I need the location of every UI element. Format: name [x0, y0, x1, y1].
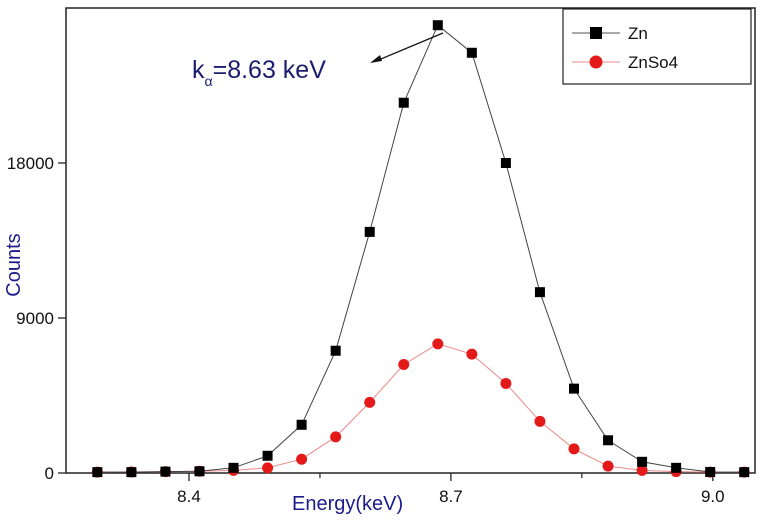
zn-data-point	[603, 435, 614, 446]
znso4-data-point	[262, 462, 274, 474]
y-tick-label: 18000	[7, 154, 54, 173]
zn-data-point	[160, 466, 171, 477]
znso4-data-point	[364, 396, 376, 408]
series-line-zn	[97, 24, 745, 473]
zn-data-point	[228, 462, 239, 473]
znso4-data-point	[500, 377, 512, 389]
zn-data-point	[126, 467, 137, 478]
legend-label-zn: Zn	[628, 24, 648, 43]
arrowhead-icon	[370, 55, 382, 63]
zn-data-point	[568, 383, 579, 394]
zn-data-point	[296, 419, 307, 430]
zn-data-point	[330, 345, 341, 356]
plot-frame	[65, 7, 756, 474]
znso4-data-point	[602, 460, 614, 472]
zn-data-point	[739, 467, 750, 478]
annotation-subscript: α	[205, 73, 213, 89]
y-tick-label: 9000	[16, 309, 54, 328]
legend: Zn ZnSo4	[562, 8, 752, 85]
znso4-data-point	[568, 443, 580, 455]
zn-data-point	[705, 466, 716, 477]
y-axis-label: Counts	[3, 233, 25, 296]
svg-text:kα=8.63 keV: kα=8.63 keV	[192, 56, 326, 89]
zn-data-point	[466, 47, 477, 58]
zn-data-point	[637, 456, 648, 467]
x-axis-label: Energy(keV)	[292, 493, 403, 515]
znso4-data-point	[636, 464, 648, 476]
znso4-data-point	[296, 453, 308, 465]
annotation-arrow	[375, 32, 444, 62]
znso4-data-point	[466, 348, 478, 360]
znso4-data-point	[330, 431, 342, 443]
znso4-data-point	[398, 359, 410, 370]
zn-data-point	[671, 462, 682, 473]
zn-data-point	[194, 466, 205, 477]
annotation: kα=8.63 keV	[192, 32, 444, 89]
legend-square-marker	[590, 27, 602, 39]
zn-data-point	[398, 97, 409, 108]
znso4-data-point	[534, 415, 546, 427]
zn-data-point	[534, 287, 545, 298]
zn-data-point	[432, 20, 443, 31]
y-tick-label: 0	[45, 464, 54, 483]
zn-data-point	[262, 450, 273, 461]
annotation-k: k	[192, 56, 205, 84]
zn-data-point	[92, 467, 103, 478]
legend-label-znso4: ZnSo4	[628, 53, 678, 72]
zn-data-point	[500, 158, 511, 168]
legend-circle-marker	[589, 55, 603, 69]
series-line-znso4	[97, 343, 745, 473]
x-tick-label: 8.7	[439, 487, 463, 506]
x-tick-label: 8.4	[177, 487, 201, 506]
annotation-text: =8.63 keV	[213, 56, 327, 84]
x-tick-label: 9.0	[701, 487, 725, 506]
znso4-data-point	[432, 338, 444, 350]
zn-data-point	[364, 226, 375, 237]
